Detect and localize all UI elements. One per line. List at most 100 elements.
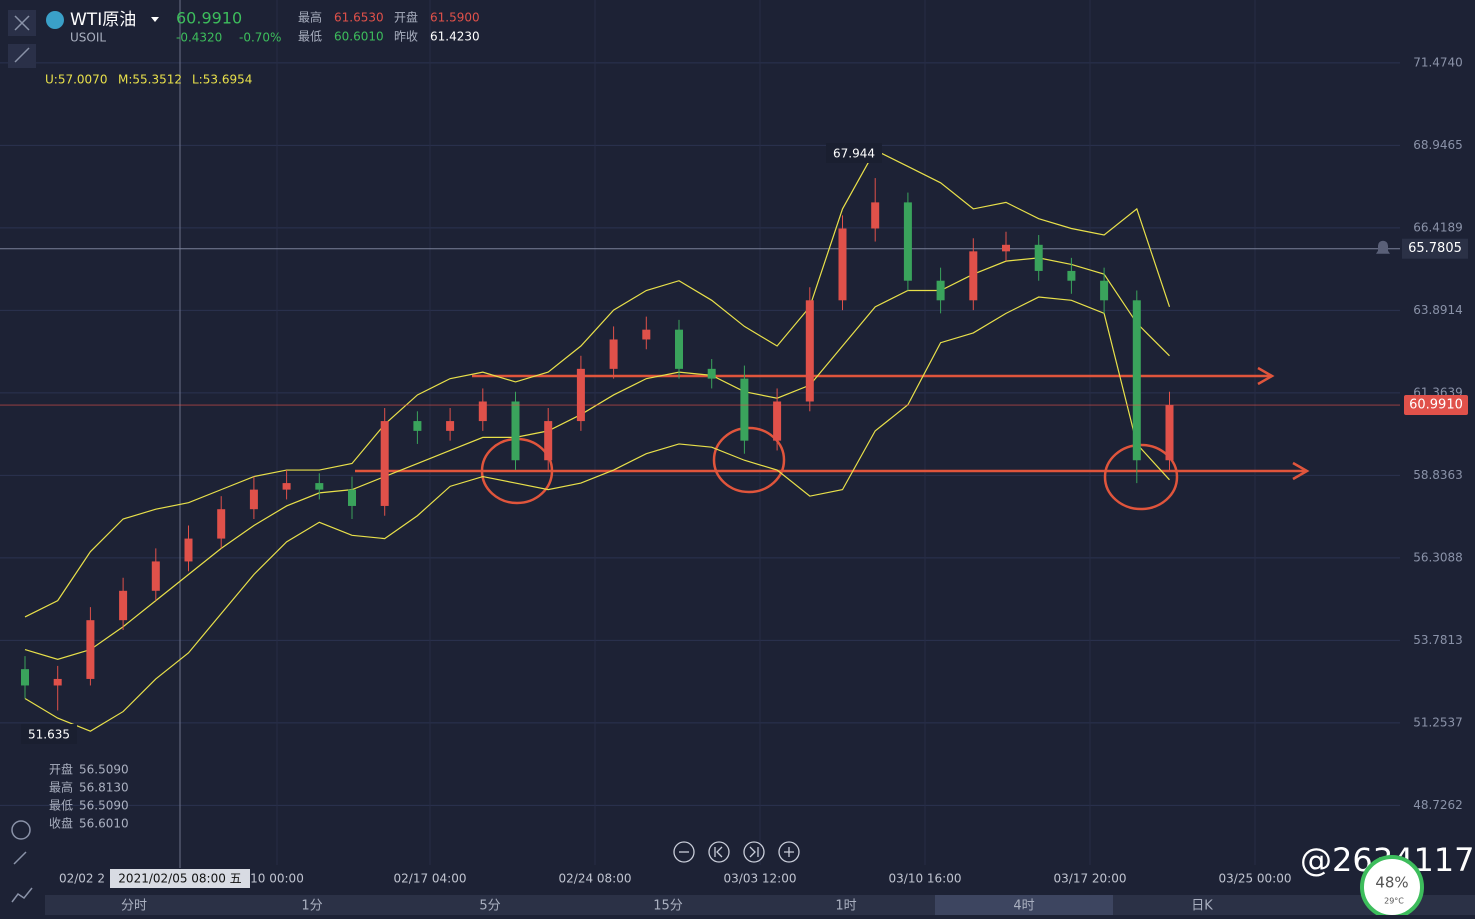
stat-value: 61.6530	[334, 11, 384, 25]
crosshair-label-box	[110, 869, 250, 888]
candle-body	[249, 489, 258, 510]
candle-body	[151, 561, 160, 591]
y-tick-label: 56.3088	[1413, 550, 1463, 564]
alert-label: 65.7805	[1408, 241, 1462, 256]
candle-body	[1067, 270, 1076, 281]
last-price-box	[1404, 395, 1468, 416]
indicator-upper: U:57.0070	[45, 73, 107, 87]
candle-body	[773, 401, 782, 441]
candle-body	[675, 329, 683, 369]
low-label-box	[21, 724, 77, 744]
y-tick-label: 71.4740	[1413, 55, 1463, 69]
last-price-label: 60.9910	[1409, 398, 1463, 413]
candle-body	[86, 620, 95, 679]
crosshair-label: 2021/02/05 08:00 五	[118, 872, 241, 886]
candle-body	[184, 538, 193, 562]
candle-body	[1002, 244, 1010, 252]
candle-body	[446, 421, 455, 431]
candle-body	[348, 489, 356, 506]
candle-body	[413, 421, 422, 431]
tooltip-value: 56.8130	[79, 781, 129, 795]
candle-body	[707, 368, 716, 379]
y-tick-label: 66.4189	[1413, 220, 1463, 234]
y-tick-label: 53.7813	[1413, 633, 1463, 647]
indicator-lower: L:53.6954	[192, 73, 252, 87]
gauge-value: 48%	[1375, 874, 1408, 892]
candle-body	[315, 483, 324, 490]
y-tick-label: 63.8914	[1413, 303, 1463, 317]
tab[interactable]: 1时	[835, 899, 856, 914]
y-tick-label: 51.2537	[1413, 715, 1463, 729]
x-tick-label: 10 00:00	[250, 872, 304, 886]
tab-active	[935, 895, 1113, 915]
stat-value: 61.4230	[430, 30, 480, 44]
alert-label-box	[1402, 238, 1468, 259]
tooltip-label: 最高	[49, 780, 73, 795]
stat-value: 61.5900	[430, 11, 480, 25]
tooltip-value: 56.5090	[79, 799, 129, 813]
symbol: USOIL	[70, 31, 106, 45]
stat-label: 开盘	[394, 10, 418, 25]
candle-body	[969, 251, 978, 301]
high-label: 67.944	[833, 147, 875, 161]
tab[interactable]: 5分	[479, 899, 500, 914]
candle-body	[1132, 300, 1141, 461]
candle-body	[1034, 244, 1043, 271]
tab[interactable]: 日K	[1191, 899, 1213, 914]
candle-body	[1165, 405, 1174, 461]
x-tick-label: 02/02 2	[59, 872, 105, 886]
stat-label: 最低	[298, 30, 322, 44]
indicator-mid: M:55.3512	[118, 73, 182, 87]
candle-body	[871, 202, 880, 229]
high-label-box	[826, 143, 882, 163]
y-tick-label: 48.7262	[1413, 798, 1463, 812]
candle-body	[1100, 280, 1109, 301]
instrument-name[interactable]: WTI原油	[70, 10, 136, 30]
candle-body	[217, 509, 226, 539]
candle-body	[21, 669, 29, 686]
tab[interactable]: 15分	[653, 899, 683, 914]
candle-body	[544, 421, 553, 461]
x-tick-label: 02/17 04:00	[394, 872, 467, 886]
candle-body	[282, 483, 291, 490]
band-lower	[24, 296, 1170, 732]
tab[interactable]: 1分	[301, 899, 322, 914]
last-price: 60.9910	[176, 9, 242, 28]
tooltip-value: 56.5090	[79, 763, 129, 777]
gauge-temp: 29°C	[1384, 897, 1404, 906]
candle-body	[53, 678, 62, 686]
candle-body	[805, 300, 814, 402]
x-tick-label: 02/24 08:00	[559, 872, 632, 886]
candle-body	[609, 339, 618, 369]
x-tick-label: 03/10 16:00	[889, 872, 962, 886]
symbol-icon	[46, 11, 64, 29]
toolbar[interactable]	[8, 10, 36, 903]
stat-label: 最高	[298, 10, 322, 25]
band-upper	[24, 149, 1171, 618]
candle-body	[119, 590, 128, 621]
tooltip-label: 收盘	[49, 816, 73, 831]
candle-body	[838, 228, 847, 301]
stat-label: 昨收	[394, 30, 418, 44]
candle-body	[478, 401, 487, 422]
tooltip-label: 开盘	[49, 762, 73, 777]
tab-bar	[45, 895, 1475, 915]
candle-body	[642, 329, 651, 340]
candle-body	[740, 378, 749, 441]
candle-body	[380, 421, 389, 506]
candle-body	[936, 280, 945, 301]
x-tick-label: 03/17 20:00	[1054, 872, 1127, 886]
zoom-controls[interactable]	[673, 841, 800, 863]
candle-body	[511, 401, 520, 461]
tab[interactable]: 分时	[121, 899, 147, 914]
tooltip-value: 56.6010	[79, 817, 129, 831]
tab[interactable]: 4时	[1013, 899, 1034, 914]
low-label: 51.635	[28, 728, 70, 742]
dropdown-arrow[interactable]	[151, 17, 159, 22]
candle-body	[903, 202, 912, 281]
tooltip-label: 最低	[49, 799, 73, 813]
y-tick-label: 58.8363	[1413, 468, 1463, 482]
change: -0.4320	[176, 31, 222, 45]
